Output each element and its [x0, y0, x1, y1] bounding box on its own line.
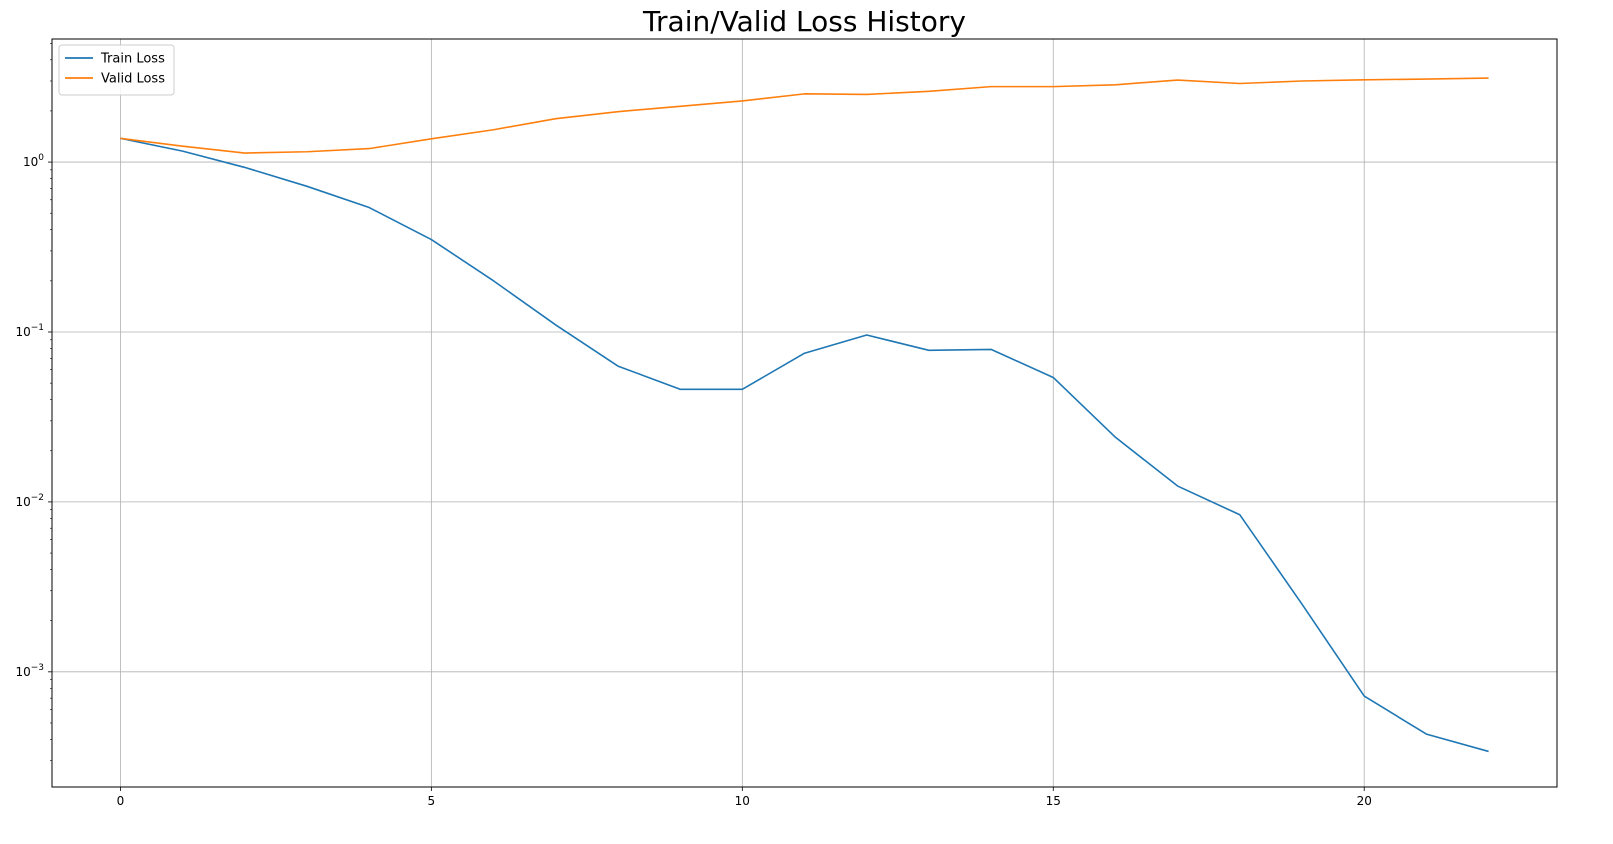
legend-label-train-loss: Train Loss [100, 52, 165, 67]
chart-title: Train/Valid Loss History [642, 5, 966, 38]
x-tick-label: 0 [117, 794, 125, 808]
series-line-train-loss [120, 137, 1489, 753]
series-lines [120, 77, 1489, 753]
x-tick-label: 10 [735, 794, 750, 808]
y-tick-label: 10−2 [15, 493, 44, 509]
x-tick-label: 20 [1357, 794, 1372, 808]
legend-label-valid-loss: Valid Loss [101, 72, 165, 87]
y-tick-label: 10−3 [15, 663, 44, 679]
x-tick-label: 15 [1046, 794, 1061, 808]
x-tick-label: 5 [428, 794, 436, 808]
grid [52, 39, 1557, 787]
plot-frame [51, 38, 1558, 788]
legend: Train Loss Valid Loss [58, 44, 175, 96]
axis-ticks: 0 5 10 15 20 10−3 10−2 10−1 100 [15, 42, 1372, 808]
series-line-valid-loss [120, 77, 1489, 154]
y-tick-label: 10−1 [15, 323, 44, 339]
y-tick-label: 100 [23, 153, 44, 169]
